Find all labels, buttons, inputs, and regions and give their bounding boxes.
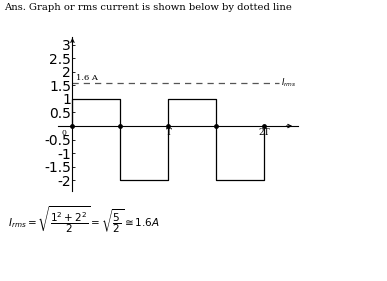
Text: 1.6 A: 1.6 A xyxy=(76,74,98,82)
Text: T: T xyxy=(165,128,171,137)
Text: $I_{rms}$: $I_{rms}$ xyxy=(281,77,296,89)
Text: $I_{rms} = \sqrt{\dfrac{1^2 + 2^2}{2}} = \sqrt{\dfrac{5}{2}} \cong 1.6A$: $I_{rms} = \sqrt{\dfrac{1^2 + 2^2}{2}} =… xyxy=(8,205,159,236)
Text: 0: 0 xyxy=(62,129,67,137)
Text: Ans. Graph or rms current is shown below by dotted line: Ans. Graph or rms current is shown below… xyxy=(4,3,292,12)
Text: 2T: 2T xyxy=(259,128,270,137)
